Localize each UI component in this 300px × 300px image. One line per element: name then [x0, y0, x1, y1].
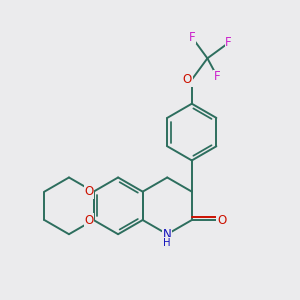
Text: F: F — [188, 31, 195, 44]
Text: O: O — [217, 214, 226, 226]
Text: O: O — [84, 214, 94, 226]
Text: H: H — [164, 238, 171, 248]
Text: F: F — [225, 36, 232, 49]
Text: O: O — [84, 185, 94, 198]
Text: F: F — [214, 70, 220, 83]
Text: O: O — [183, 73, 192, 86]
Text: N: N — [163, 228, 172, 241]
